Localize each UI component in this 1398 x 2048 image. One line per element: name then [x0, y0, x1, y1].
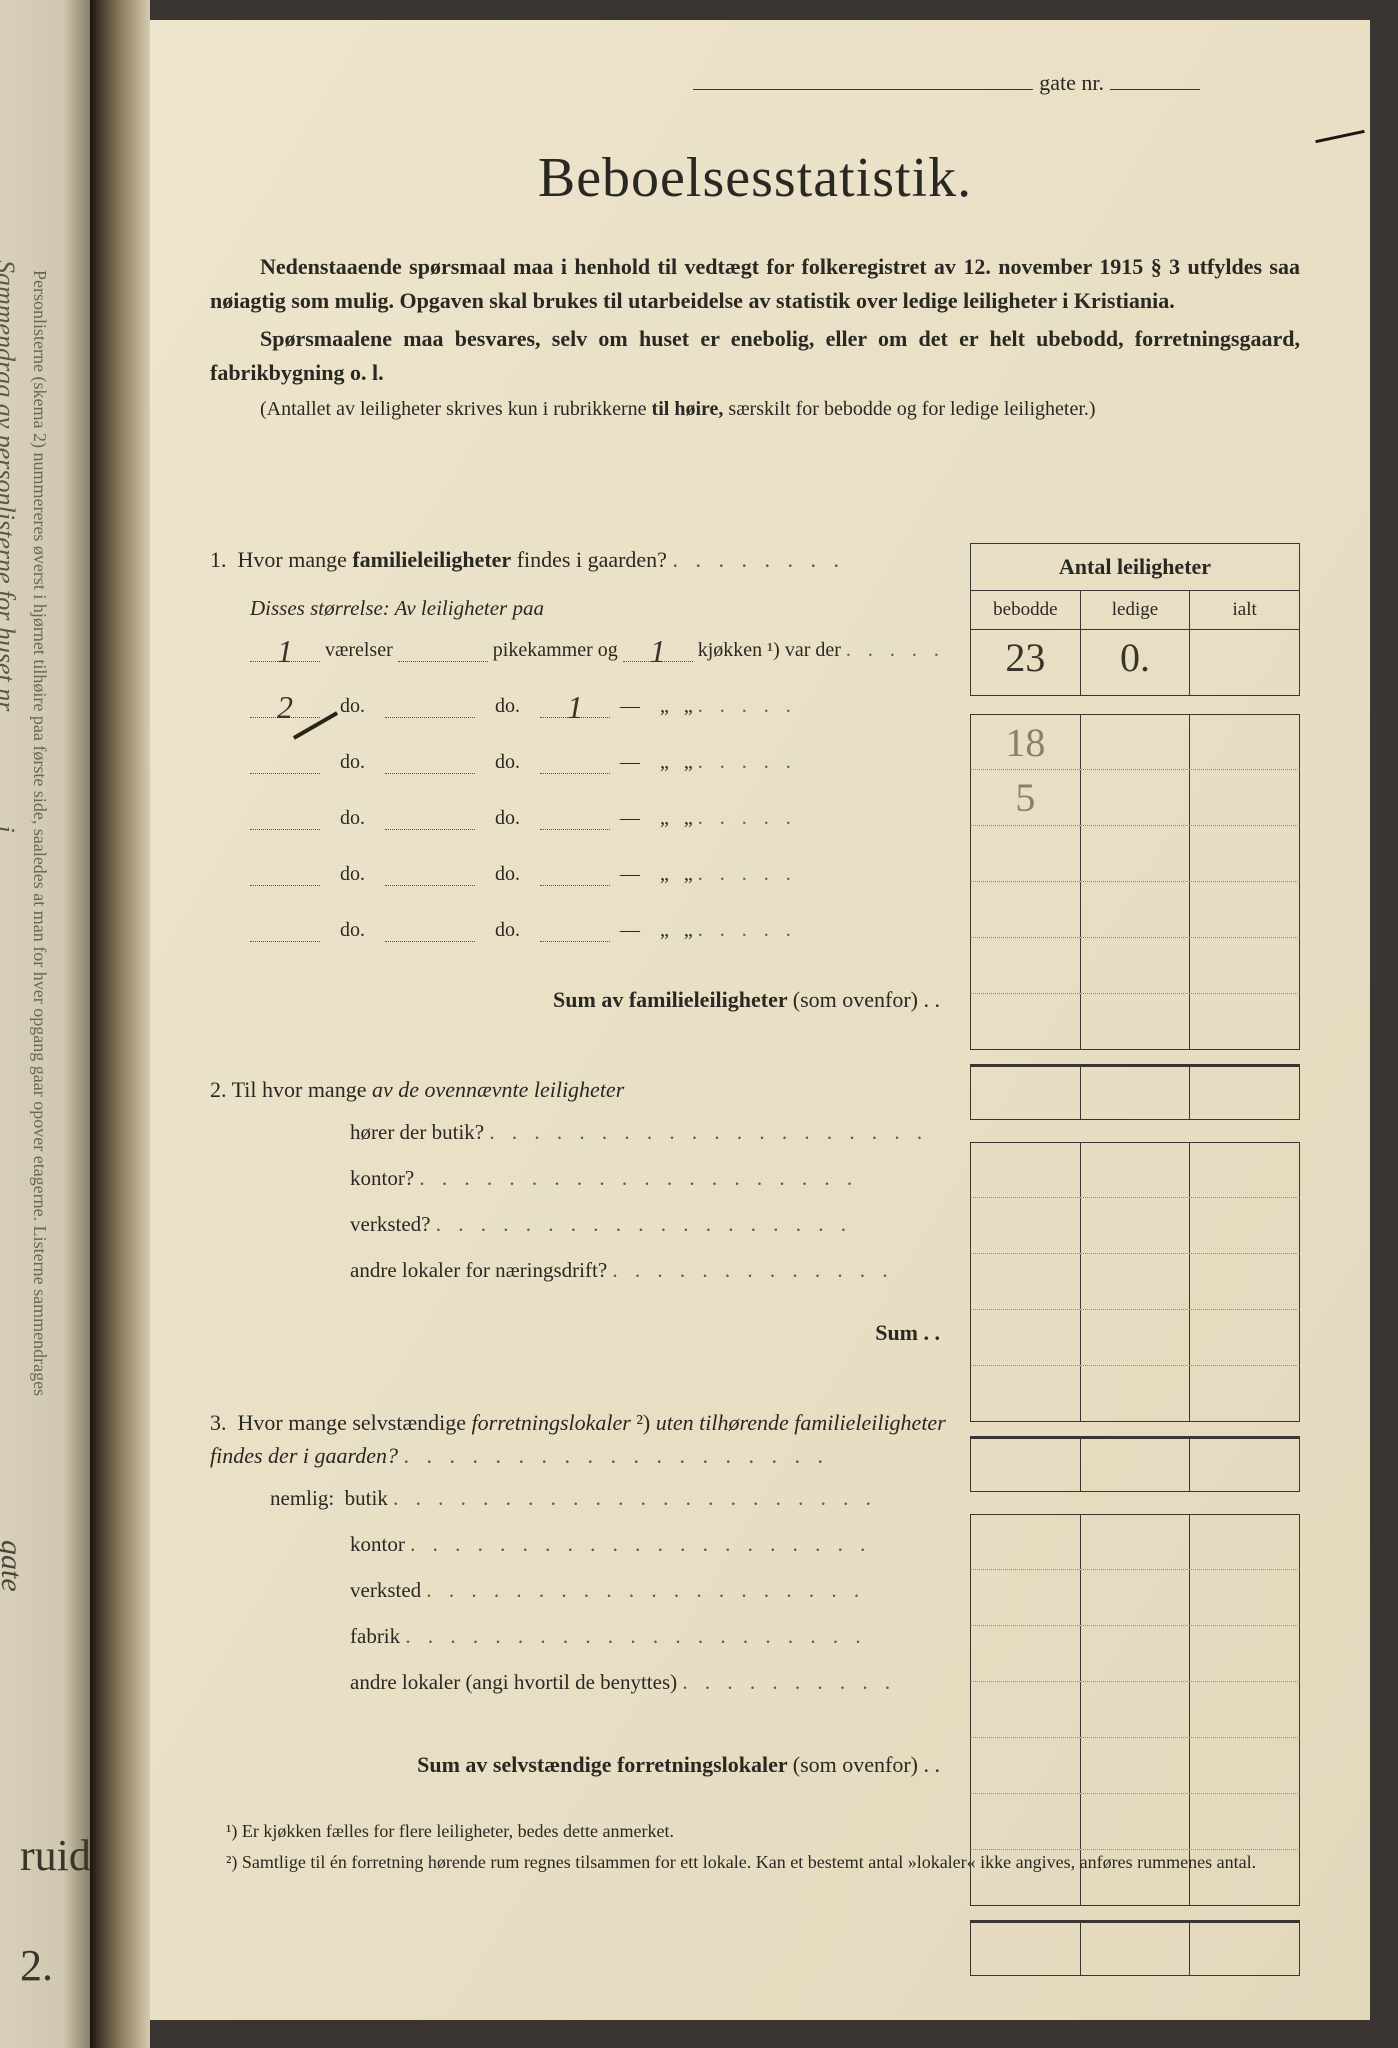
table-row	[970, 1366, 1300, 1422]
size-row-2: 2 do. do. 1 — „ „ . . . . .	[250, 695, 1300, 733]
table-row	[970, 1626, 1300, 1682]
size-row-3: do. do. — „ „ . . . . .	[250, 751, 1300, 789]
col-ledige: ledige	[1081, 591, 1191, 629]
col-ialt: ialt	[1190, 591, 1299, 629]
size-row-6: do. do. — „ „ . . . . .	[250, 919, 1300, 957]
intro-p2: Spørsmaalene maa besvares, selv om huset…	[210, 322, 1300, 390]
table-sum-row	[970, 1064, 1300, 1120]
form-area: Antal leiligheter bebodde ledige ialt 23…	[210, 543, 1300, 1778]
table-row	[970, 1794, 1300, 1850]
table-row	[970, 1682, 1300, 1738]
handwritten-margin-1: ruid	[20, 1830, 91, 1881]
stray-pen-mark	[1315, 130, 1365, 143]
intro-p1: Nedenstaaende spørsmaal maa i henhold ti…	[210, 250, 1300, 318]
table-row	[970, 1570, 1300, 1626]
col-bebodde: bebodde	[971, 591, 1081, 629]
spine-gate-label: gate	[0, 1540, 28, 1592]
table-row	[970, 1738, 1300, 1794]
table-sum-row	[970, 1436, 1300, 1492]
handwritten-margin-2: 2.	[20, 1940, 53, 1991]
rooms-val-1: 1	[250, 641, 320, 662]
kitchen-val-2: 1	[540, 697, 610, 718]
table-header: Antal leiligheter	[970, 543, 1300, 591]
table-row	[970, 1254, 1300, 1310]
book-binding	[90, 0, 150, 2048]
table-row	[970, 994, 1300, 1050]
gate-number-field: gate nr.	[210, 70, 1300, 96]
table-row	[970, 1514, 1300, 1570]
page-title: Beboelsesstatistik.	[210, 146, 1300, 210]
table-row	[970, 1850, 1300, 1906]
intro-text: Nedenstaaende spørsmaal maa i henhold ti…	[210, 250, 1300, 425]
table-row	[970, 1142, 1300, 1198]
document-page: gate nr. Beboelsesstatistik. Nedenstaaen…	[150, 20, 1370, 2020]
spine-main-text: Sammendrag av personlisterne for huset n…	[0, 260, 20, 1760]
size-row-5: do. do. — „ „ . . . . .	[250, 863, 1300, 901]
table-sum-row	[970, 1920, 1300, 1976]
gate-nr-label: gate nr.	[1039, 70, 1104, 95]
table-row	[970, 1310, 1300, 1366]
kitchen-val-1: 1	[623, 641, 693, 662]
size-row-4: do. do. — „ „ . . . . .	[250, 807, 1300, 845]
spine-sub-text: Personlisterne (skema 2) nummereres øver…	[29, 270, 50, 1770]
table-subheader: bebodde ledige ialt	[970, 591, 1300, 630]
intro-note: (Antallet av leiligheter skrives kun i r…	[210, 394, 1300, 425]
size-row-1: 1 værelser pikekammer og 1 kjøkken ¹) va…	[250, 639, 1300, 677]
book-spine: Sammendrag av personlisterne for huset n…	[0, 0, 90, 2048]
table-row	[970, 1198, 1300, 1254]
